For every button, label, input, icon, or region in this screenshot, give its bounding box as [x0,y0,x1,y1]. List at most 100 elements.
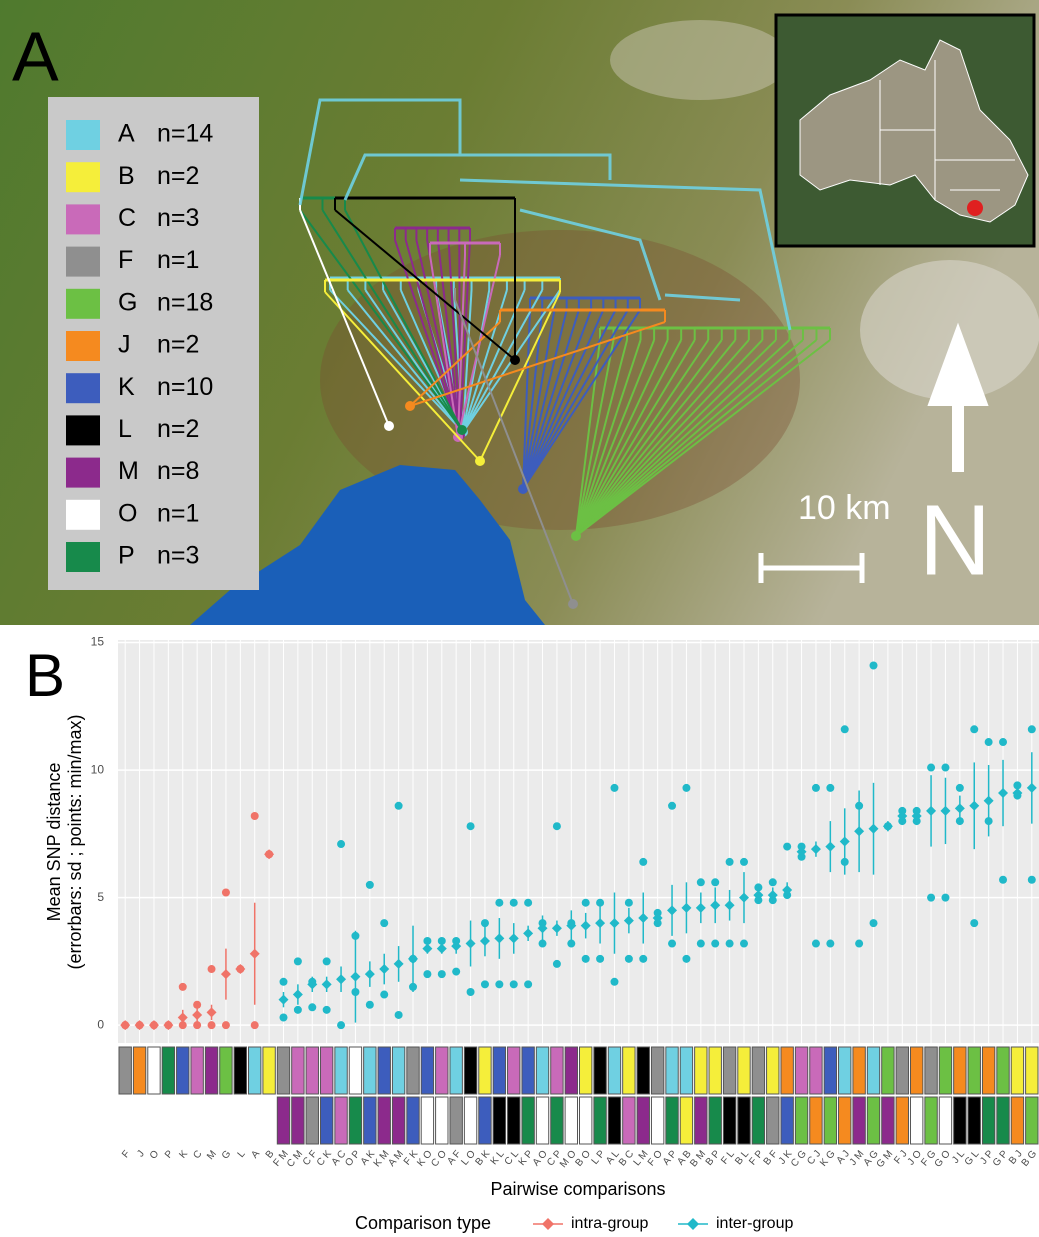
x-tick-label: K [177,1148,190,1160]
max-point [841,725,849,733]
group-swatch [651,1047,663,1094]
group-swatch [191,1047,203,1094]
max-point [251,812,259,820]
legend-count: n=18 [157,288,213,316]
max-point [740,858,748,866]
max-point [510,899,518,907]
group-swatch [162,1047,174,1094]
group-swatch [234,1047,246,1094]
min-point [985,817,993,825]
min-point [841,858,849,866]
max-point [711,878,719,886]
group-swatch [781,1047,793,1094]
legend-swatch [66,247,100,277]
legend-count: n=3 [157,542,199,570]
legend-swatch [66,500,100,530]
legend-title: Comparison type [355,1213,491,1233]
sample-site [457,425,467,435]
group-swatch [767,1097,779,1144]
group-swatch [320,1097,332,1144]
max-point [769,878,777,886]
group-swatch [795,1097,807,1144]
group-swatch [968,1047,980,1094]
group-swatch [723,1097,735,1144]
group-swatch [910,1047,922,1094]
x-tick-label: J [135,1149,147,1160]
legend-group: J [118,331,131,359]
max-point [941,764,949,772]
group-swatch [839,1097,851,1144]
sample-site [475,456,485,466]
max-point [467,822,475,830]
group-swatch [335,1047,347,1094]
group-swatch [292,1047,304,1094]
legend-count: n=14 [157,120,213,148]
max-point [481,919,489,927]
x-tick-label: A [249,1148,262,1160]
plot-background [118,640,1039,1043]
legend-swatch [66,331,100,361]
legend-group: K [118,373,135,401]
group-swatch [335,1097,347,1144]
max-point [639,858,647,866]
sample-site [510,355,520,365]
max-point [610,784,618,792]
max-point [179,983,187,991]
group-swatch [493,1097,505,1144]
max-point [999,738,1007,746]
group-swatch [436,1047,448,1094]
group-swatch [666,1047,678,1094]
legend-swatch [66,458,100,488]
min-point [438,970,446,978]
group-swatch [565,1047,577,1094]
legend-count: n=2 [157,162,199,190]
group-swatch [637,1097,649,1144]
group-swatch [249,1047,261,1094]
group-swatch [133,1047,145,1094]
group-swatch [1011,1047,1023,1094]
legend-group: B [118,162,135,190]
legend-group: P [118,542,135,570]
group-swatch [536,1097,548,1144]
max-point [726,858,734,866]
group-swatch [695,1097,707,1144]
min-point [294,1006,302,1014]
legend-group: G [118,288,137,316]
group-swatch [752,1097,764,1144]
group-swatch [436,1097,448,1144]
min-point [682,955,690,963]
legend-group: C [118,204,136,232]
min-point [826,940,834,948]
min-point [855,940,863,948]
min-point [395,1011,403,1019]
legend-count: n=3 [157,204,199,232]
max-point [1028,725,1036,733]
group-swatch [968,1097,980,1144]
min-point [697,940,705,948]
min-point [1028,876,1036,884]
group-swatch [421,1097,433,1144]
min-point [524,980,532,988]
legend-group: M [118,457,139,485]
max-point [697,878,705,886]
min-point [251,1021,259,1029]
x-tick-label: M [205,1149,219,1162]
group-swatch [277,1097,289,1144]
legend-group: O [118,499,137,527]
min-point [193,1021,201,1029]
figure: An=14Bn=2Cn=3Fn=1Gn=18Jn=2Kn=10Ln=2Mn=8O… [0,0,1039,1237]
legend-swatch [66,373,100,403]
legend-marker [687,1218,699,1230]
group-swatch [738,1047,750,1094]
max-point [985,738,993,746]
group-swatch [536,1047,548,1094]
max-point [294,957,302,965]
x-tick-label: O [148,1148,162,1161]
legend-group: L [118,415,132,443]
max-point [395,802,403,810]
legend-count: n=1 [157,246,199,274]
group-swatch [695,1047,707,1094]
x-tick-label: F [120,1149,132,1161]
min-point [423,970,431,978]
group-swatch [709,1047,721,1094]
